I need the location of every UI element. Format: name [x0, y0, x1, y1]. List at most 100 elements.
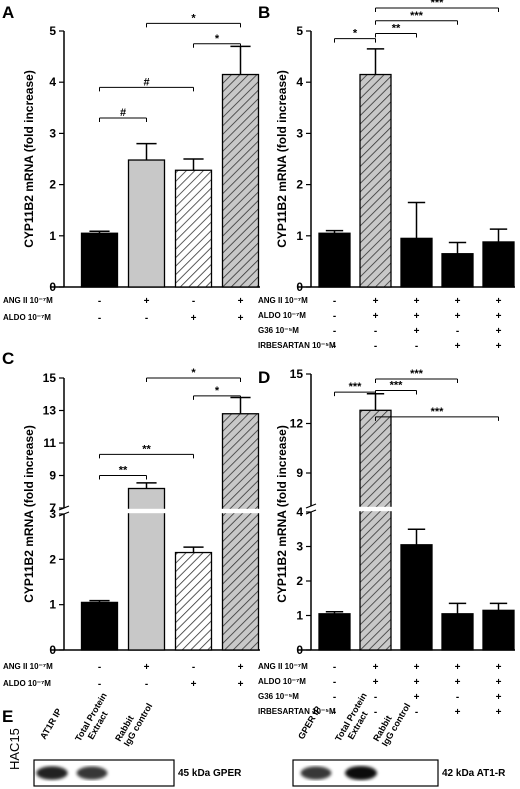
chart-d-condition-symbol: -	[333, 707, 336, 718]
chart-d-condition-symbol: +	[496, 662, 502, 673]
chart-b-condition-symbol: +	[414, 296, 420, 307]
blot2-lane2-label: Total ProteinExtract	[333, 691, 377, 748]
chart-a-condition-symbol: -	[98, 296, 101, 307]
chart-d-condition-symbol: +	[414, 662, 420, 673]
chart-c-condition-symbol: +	[144, 662, 150, 673]
chart-c-condition-label: ANG II 10⁻⁷M	[3, 662, 53, 671]
chart-b-condition-symbol: +	[455, 311, 461, 322]
chart-d-y-tick-label: 2	[296, 574, 303, 588]
chart-d-condition-symbol: +	[373, 677, 379, 688]
chart-a-condition-symbol: +	[191, 313, 197, 324]
chart-c-y-tick-label: 3	[49, 507, 56, 521]
blot2-bands	[300, 766, 377, 780]
chart-d-bar	[359, 409, 392, 651]
blot2-band	[345, 766, 377, 780]
chart-b-condition-symbol: -	[333, 326, 336, 337]
chart-b-y-tick-label: 0	[296, 280, 303, 294]
chart-a-bar	[127, 159, 166, 288]
chart-b-condition-symbol: +	[496, 326, 502, 337]
chart-d-bar	[482, 609, 515, 651]
chart-b-condition-label: G36 10⁻⁵M	[258, 326, 299, 335]
chart-d-y-tick-label: 1	[296, 609, 303, 623]
chart-d-bar	[400, 544, 433, 651]
chart-d-condition-symbol: -	[333, 677, 336, 688]
panel-e-blots: HAC15 AT1R IP Total ProteinExtract Rabbi…	[7, 691, 506, 787]
chart-d-y-tick-label: 4	[296, 505, 303, 519]
cell-line-label: HAC15	[7, 728, 22, 770]
chart-c-y-tick-label: 15	[43, 371, 57, 385]
chart-b-condition-label: ALDO 10⁻⁷M	[258, 311, 306, 320]
chart-a-bar	[80, 232, 119, 288]
chart-c: CYP11B2 mRNA (fold increase) 0 1 2 37 9 11 13 15…	[3, 367, 261, 690]
chart-b-condition-symbol: +	[373, 296, 379, 307]
chart-b-y-tick-label: 3	[296, 126, 303, 140]
chart-d-y-axis-label: CYP11B2 mRNA (fold increase)	[275, 425, 289, 603]
blot2-lane3-label: RabbitIgG control	[371, 696, 412, 748]
chart-b-bar	[441, 253, 474, 288]
chart-d-condition-symbol: -	[333, 662, 336, 673]
panel-letter-d: D	[258, 368, 270, 387]
chart-a-y-tick-label: 4	[49, 75, 56, 89]
blot1-band	[36, 766, 68, 780]
blot1-lane2-label: Total ProteinExtract	[73, 691, 117, 748]
chart-b-y-tick-label: 4	[296, 75, 303, 89]
chart-d-condition-symbol: +	[455, 707, 461, 718]
chart-b-condition-symbol: +	[414, 311, 420, 322]
chart-a-sig-label: #	[120, 107, 126, 119]
chart-a-condition-symbol: +	[238, 296, 244, 307]
panel-letter-b: B	[258, 3, 270, 22]
chart-b-sig-label: **	[392, 23, 401, 35]
chart-a-sig-label: *	[215, 33, 220, 45]
blot1-lane3-label: RabbitIgG control	[113, 696, 154, 748]
chart-a-y-tick-label: 3	[49, 126, 56, 140]
chart-c-y-tick-label: 0	[49, 643, 56, 657]
chart-c-sig-label: **	[119, 465, 128, 477]
chart-c-sig-label: **	[142, 443, 151, 455]
blot1-band-label: 45 kDa GPER	[178, 768, 242, 779]
chart-a-sig-label: #	[143, 76, 149, 88]
chart-b-condition-symbol: +	[496, 311, 502, 322]
chart-d-sig-label: ***	[431, 406, 445, 418]
chart-a-y-axis-label: CYP11B2 mRNA (fold increase)	[22, 70, 36, 248]
chart-b-condition-symbol: -	[333, 311, 336, 322]
chart-c-sig-label: *	[191, 367, 196, 379]
chart-c-condition-symbol: -	[98, 679, 101, 690]
chart-b-bar	[318, 232, 351, 288]
chart-d-sig-label: ***	[410, 368, 424, 380]
chart-b-condition-symbol: -	[333, 296, 336, 307]
chart-d-condition-symbol: -	[333, 692, 336, 703]
chart-c-y-axis-label: CYP11B2 mRNA (fold increase)	[22, 425, 36, 603]
chart-c-bar	[127, 487, 166, 651]
chart-b-condition-symbol: -	[374, 341, 377, 352]
chart-a-bar	[221, 73, 260, 288]
chart-b-condition-symbol: -	[333, 341, 336, 352]
chart-a-condition-symbol: -	[192, 296, 195, 307]
chart-c-condition-symbol: +	[191, 679, 197, 690]
chart-c-y-tick-label: 13	[43, 404, 57, 418]
chart-c-y-tick-label: 9	[49, 469, 56, 483]
chart-d-bar-break-gap	[358, 506, 393, 512]
chart-a-y-tick-label: 5	[49, 24, 56, 38]
chart-a-sig-label: *	[191, 12, 196, 24]
chart-b-y-tick-label: 1	[296, 229, 303, 243]
chart-d-condition-symbol: +	[496, 677, 502, 688]
chart-b-bar	[482, 241, 515, 288]
chart-d-condition-symbol: +	[455, 677, 461, 688]
chart-d-condition-label: ALDO 10⁻⁷M	[258, 677, 306, 686]
chart-c-sig-label: *	[215, 385, 220, 397]
chart-a-y-tick-label: 0	[49, 280, 56, 294]
chart-d: CYP11B2 mRNA (fold increase)0123491215**…	[258, 367, 515, 718]
chart-a: CYP11B2 mRNA (fold increase) 0 1 2 3 4 5 # # * * AN…	[3, 12, 260, 324]
chart-b-y-tick-label: 5	[296, 24, 303, 38]
chart-b-condition-symbol: -	[415, 341, 418, 352]
chart-c-condition-symbol: -	[145, 679, 148, 690]
chart-b-y-axis-label: CYP11B2 mRNA (fold increase)	[275, 70, 289, 248]
chart-a-y-tick-label: 2	[49, 178, 56, 192]
chart-b-condition-label: ANG II 10⁻⁷M	[258, 296, 308, 305]
chart-c-bar	[80, 601, 119, 651]
chart-d-y-tick-label: 15	[290, 367, 304, 381]
chart-d-condition-symbol: +	[414, 692, 420, 703]
chart-d-y-tick-label: 9	[296, 466, 303, 480]
